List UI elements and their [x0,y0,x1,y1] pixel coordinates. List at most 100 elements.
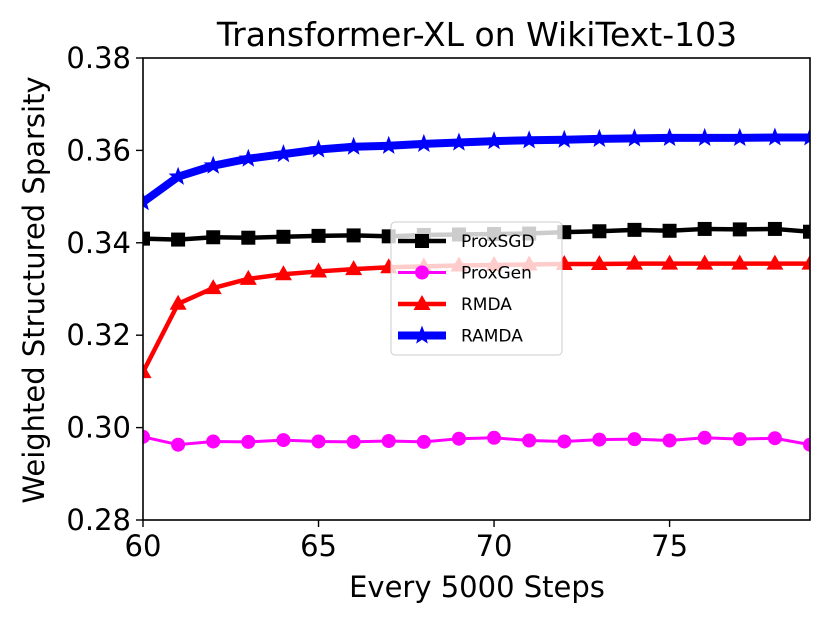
data-point-proxgen [592,432,607,447]
legend-item-ramda: RAMDA [398,325,523,347]
series-ramda [143,127,810,211]
data-point-proxsgd [627,222,642,237]
y-tick-label: 0.28 [66,503,131,537]
data-point-proxgen [451,431,466,446]
data-point-proxgen [241,434,256,449]
legend-marker-rmda [413,295,431,310]
y-tick-label: 0.30 [66,411,131,445]
x-tick-label: 70 [476,529,513,563]
data-point-proxsgd [276,229,291,244]
data-point-rmda [731,254,749,270]
data-point-proxsgd [143,231,150,246]
data-point-ramda [143,192,153,211]
legend-label: ProxSGD [461,232,535,252]
data-point-proxsgd [311,228,326,243]
data-point-proxgen [143,429,150,444]
data-point-proxsgd [767,221,782,236]
data-point-proxgen [627,432,642,447]
data-point-proxsgd [803,224,810,239]
legend: ProxSGD ProxGen RMDA RAMDA [390,221,563,356]
data-point-ramda [660,127,680,147]
data-point-ramda [414,133,434,153]
data-point-rmda [625,254,643,270]
data-point-proxgen [416,434,431,449]
legend-box [390,221,563,356]
data-point-ramda [484,131,504,150]
data-point-rmda [239,269,257,285]
x-tick-label: 60 [125,529,162,563]
x-tick-label: 65 [300,529,337,563]
x-axis: 60 65 70 75 [125,520,688,563]
data-point-ramda [168,166,188,185]
y-tick-label: 0.32 [66,318,131,352]
chart-title: Transformer-XL on WikiText-103 [216,15,737,54]
data-point-rmda [801,254,810,270]
data-point-proxsgd [346,228,361,243]
data-point-ramda [379,135,399,154]
data-point-rmda [590,255,608,271]
data-point-proxgen [662,433,677,448]
data-point-proxgen [171,437,186,452]
data-point-proxgen [697,430,712,445]
data-point-proxgen [557,434,572,449]
data-point-proxgen [732,432,747,447]
data-point-ramda [238,148,258,167]
data-point-ramda [554,129,574,148]
data-point-rmda [696,254,714,270]
data-point-proxgen [767,431,782,446]
legend-label: RAMDA [461,327,523,347]
data-point-ramda [695,127,715,147]
data-point-proxgen [522,433,537,448]
data-point-ramda [273,144,293,163]
data-point-rmda [661,254,679,270]
data-point-proxgen [206,434,221,449]
data-point-rmda [204,279,222,295]
data-point-ramda [309,139,329,158]
data-point-rmda [169,294,187,310]
data-point-proxsgd [241,230,256,245]
x-tick-label: 75 [651,529,688,563]
data-point-rmda [310,262,328,278]
y-axis: 0.28 0.30 0.32 0.34 0.36 0.38 [66,41,143,537]
data-point-rmda [766,254,784,270]
legend-marker-proxsgd [415,234,429,248]
plot-frame [142,57,811,521]
x-axis-label: Every 5000 Steps [349,570,605,604]
data-point-ramda [589,128,609,147]
data-point-rmda [274,265,292,281]
y-tick-label: 0.34 [66,226,131,260]
data-point-proxgen [346,434,361,449]
data-point-ramda [800,127,810,146]
data-point-proxgen [276,433,291,448]
legend-label: RMDA [461,295,512,315]
series-line-ramda [143,133,810,206]
data-point-proxgen [487,430,502,445]
data-point-proxgen [381,433,396,448]
data-point-ramda [203,155,223,174]
data-point-ramda [344,136,364,155]
data-point-ramda [730,127,750,147]
y-tick-label: 0.36 [66,133,131,167]
data-point-proxsgd [697,221,712,236]
data-point-proxsgd [206,230,221,245]
data-point-rmda [345,260,363,276]
legend-item-proxgen: ProxGen [398,264,532,284]
data-point-ramda [624,128,644,147]
data-point-proxgen [311,434,326,449]
data-point-proxgen [803,437,810,452]
y-axis-label: Weighted Structured Sparsity [17,76,51,503]
data-point-proxsgd [732,222,747,237]
data-point-proxsgd [592,224,607,239]
data-point-proxsgd [171,232,186,247]
legend-item-proxsgd: ProxSGD [398,232,535,252]
y-tick-label: 0.38 [66,41,131,75]
data-point-proxsgd [662,223,677,238]
data-point-ramda [519,130,539,149]
legend-marker-proxgen [415,265,429,280]
legend-item-rmda: RMDA [398,295,512,315]
legend-label: ProxGen [461,264,532,284]
data-point-rmda [143,363,152,379]
data-point-ramda [765,127,785,146]
series-layer [143,127,810,452]
